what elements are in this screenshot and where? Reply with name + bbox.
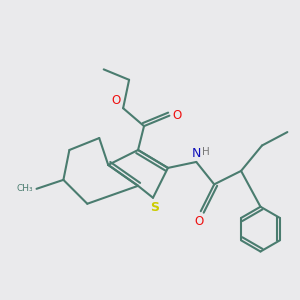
Text: O: O <box>195 215 204 228</box>
Text: S: S <box>150 201 159 214</box>
Text: CH₃: CH₃ <box>17 184 34 193</box>
Text: O: O <box>172 109 182 122</box>
Text: N: N <box>192 148 201 160</box>
Text: H: H <box>202 147 209 157</box>
Text: O: O <box>111 94 120 107</box>
